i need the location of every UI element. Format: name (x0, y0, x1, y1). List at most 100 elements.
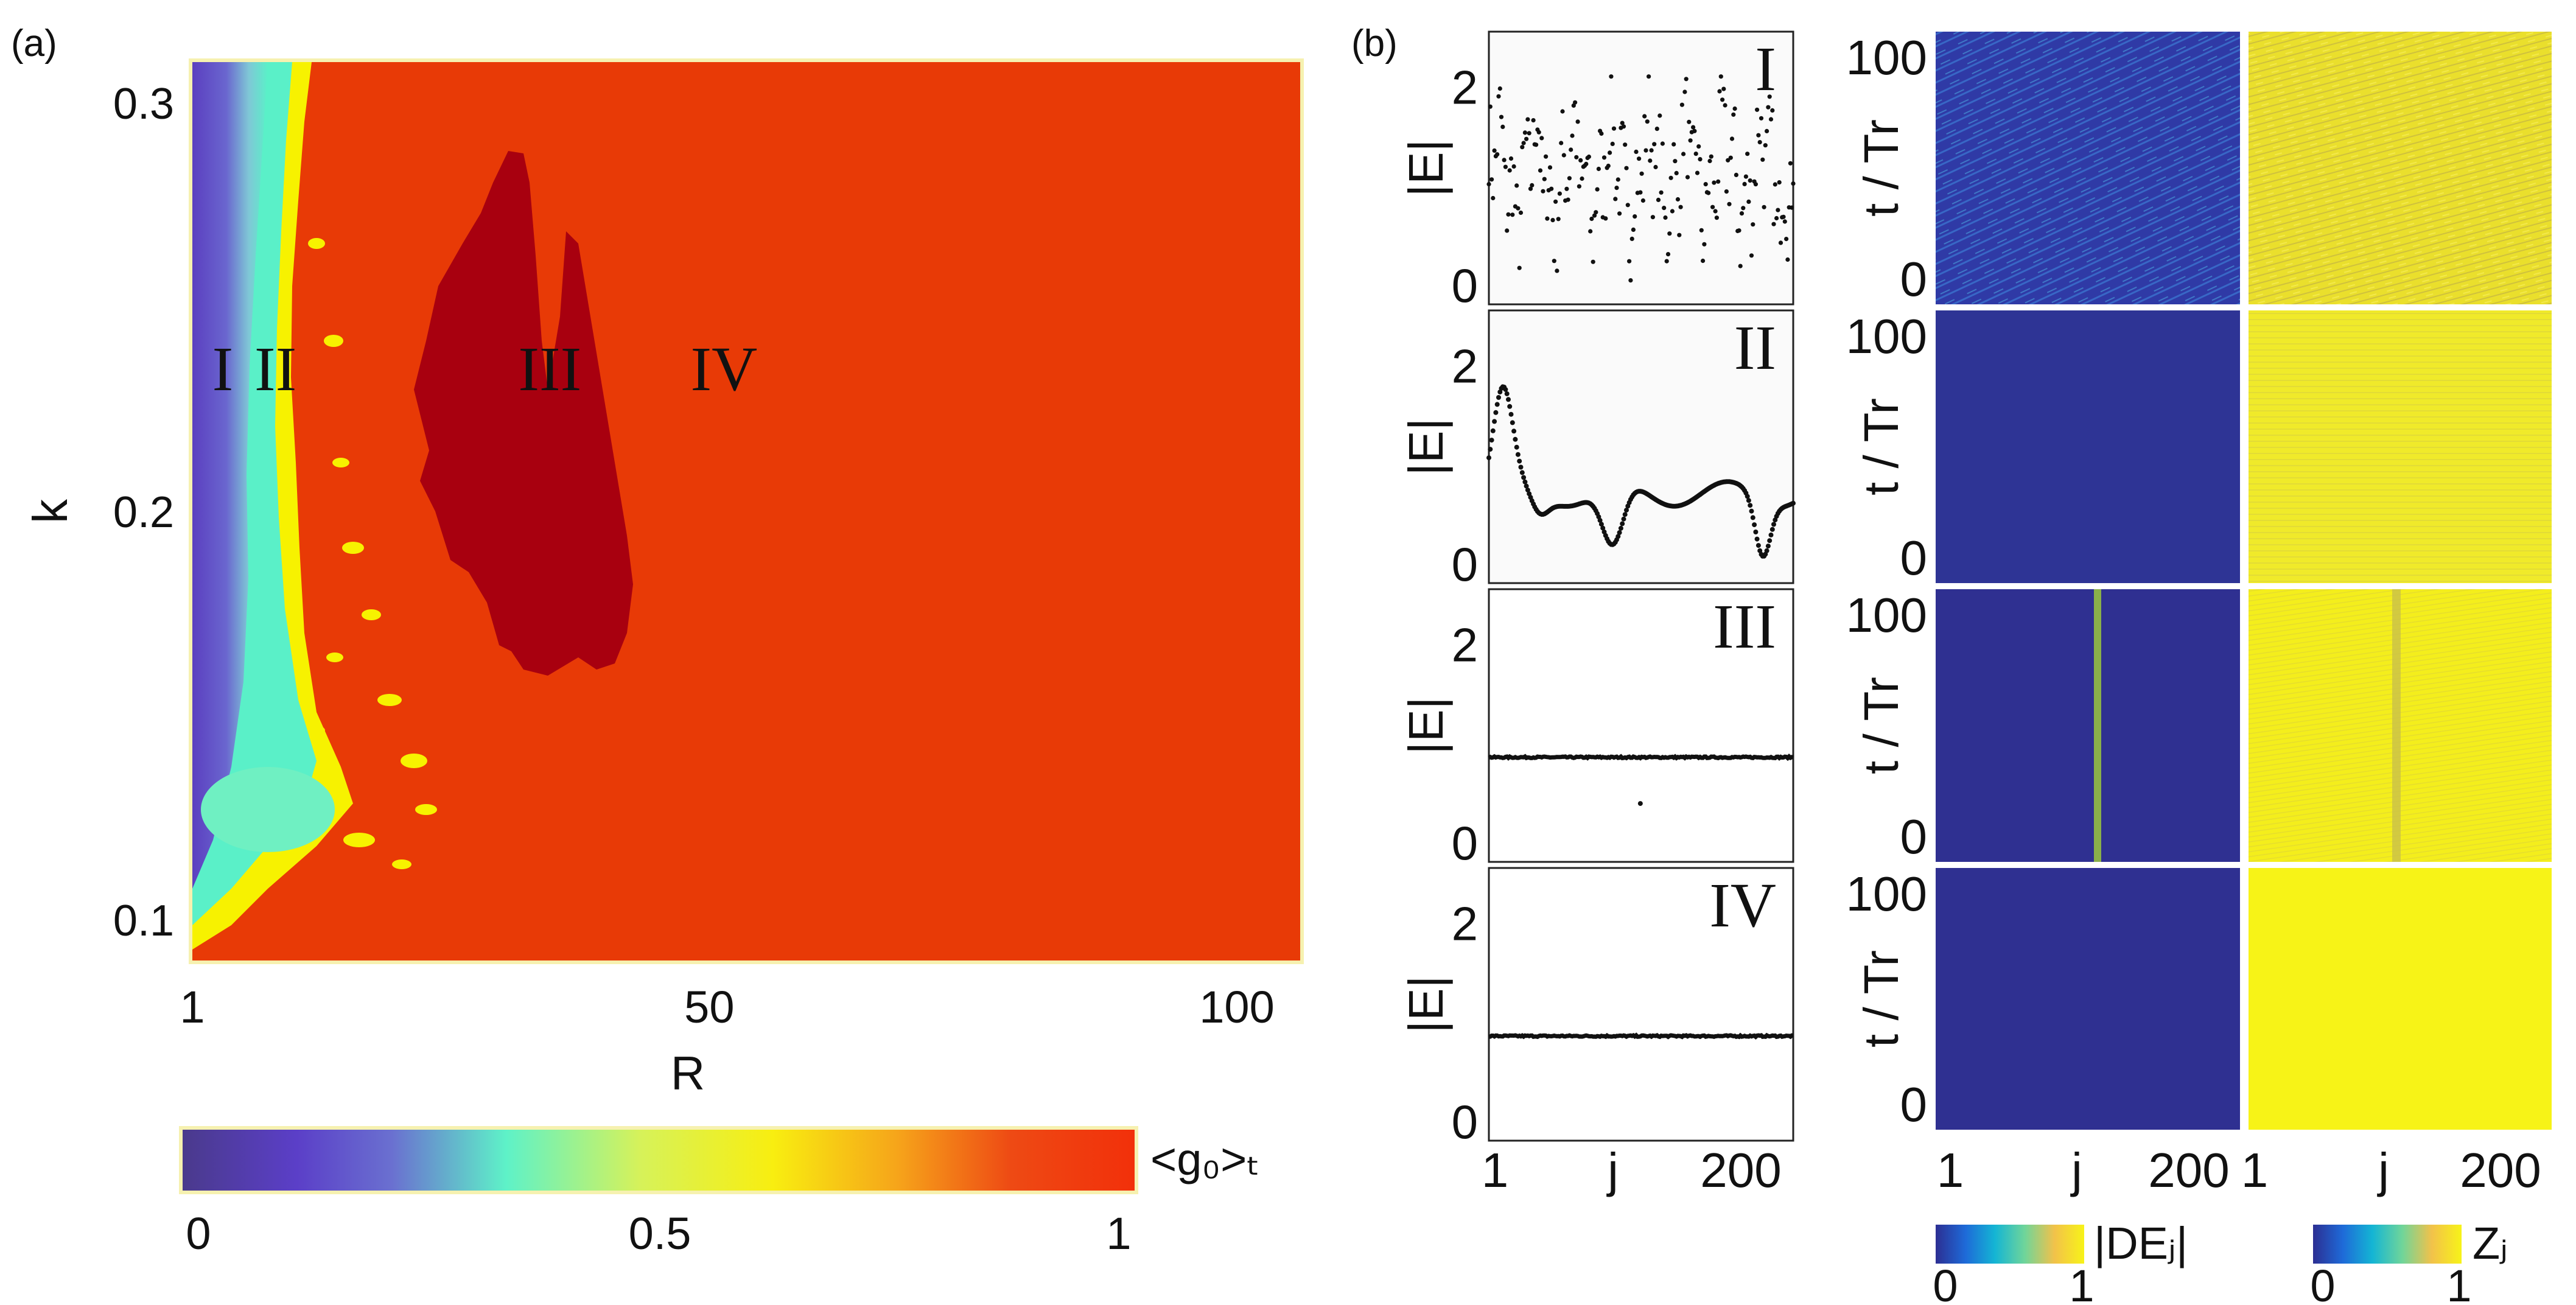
profile-data-point (1732, 106, 1737, 111)
profile-data-point (1555, 268, 1559, 273)
profile-data-point (1511, 164, 1516, 169)
y-tick-label: 2 (1452, 618, 1478, 672)
profile-data-point (1574, 155, 1579, 159)
profile-data-point (1608, 150, 1612, 155)
x-tick-label: j (1606, 1143, 1619, 1197)
profile-data-point (1592, 213, 1597, 218)
profile-data-point (1702, 242, 1707, 247)
profile-data-point (1706, 191, 1711, 195)
profile-data-point (1603, 216, 1608, 221)
profile-subplots: I |E| 2 0 II |E| 2 0 III |E| 2 0 IV |E| 2 0 (1399, 30, 1796, 1149)
profile-data-point (1542, 177, 1547, 181)
profile-data-point (1600, 525, 1606, 531)
profile-data-point (1721, 86, 1726, 91)
colorbar-de-label: |DEⱼ| (2094, 1218, 2188, 1268)
profile-data-point (1770, 108, 1775, 113)
x-tick-label: 1 (2241, 1143, 2269, 1197)
profile-data-point (1784, 237, 1789, 242)
profile-data-point (1687, 119, 1692, 124)
profile-row-label: I (1755, 34, 1776, 104)
profile-data-point (1547, 165, 1553, 170)
profile-data-point (1569, 147, 1573, 152)
x-tick-label: 50 (684, 982, 734, 1032)
profile-data-point (1493, 410, 1499, 415)
profile-data-point (1778, 240, 1783, 245)
profile-data-point (1628, 278, 1633, 283)
profile-data-point (1524, 483, 1529, 489)
profile-data-point (1638, 190, 1643, 195)
profile-data-point (1561, 153, 1566, 158)
y-axis-label: |E| (1399, 976, 1453, 1034)
profile-data-point (1749, 508, 1754, 514)
profile-data-point (1656, 197, 1661, 202)
profile-data-point (1507, 168, 1512, 173)
profile-data-point (1606, 163, 1611, 169)
region-ii-scattered-islands (308, 238, 437, 869)
profile-x-axis: 1 j 200 (1482, 1143, 1782, 1197)
x-tick-label: 1 (180, 982, 205, 1032)
profile-data-point (1639, 171, 1644, 176)
profile-data-point (1659, 190, 1664, 195)
profile-data-point (1759, 116, 1764, 121)
profile-data-point (1695, 170, 1700, 175)
profile-data-point (1724, 189, 1729, 194)
profile-data-point (1777, 180, 1782, 185)
profile-data-point (1536, 130, 1541, 135)
profile-data-point (1618, 525, 1623, 531)
profile-data-point (1617, 530, 1622, 535)
y-tick-label: 0 (1452, 259, 1478, 312)
profile-data-point (1745, 494, 1750, 499)
profile-data-point (1510, 420, 1515, 425)
y-tick-label: 0.1 (113, 897, 174, 945)
profile-data-point (1723, 103, 1727, 108)
profile-data-point (1756, 133, 1761, 138)
profile-data-point (1492, 419, 1497, 424)
profile-data-point (1621, 124, 1626, 129)
profile-data-point (1769, 527, 1775, 532)
profile-data-point (1782, 219, 1787, 224)
profile-data-point (1663, 215, 1668, 220)
profile-data-point (1788, 161, 1793, 166)
profile-data-point (1791, 500, 1796, 506)
profile-data-point (1768, 532, 1774, 537)
colorbar-z-label: Zⱼ (2473, 1218, 2508, 1268)
profile-data-point (1517, 265, 1522, 270)
y-tick-label: 0.2 (113, 488, 174, 537)
profile-data-point (1573, 100, 1578, 105)
profile-data-point (1742, 181, 1747, 186)
colorbar-de-tick: 0 (1933, 1261, 1958, 1305)
profile-data-point (1500, 124, 1505, 129)
profile-data-point (1699, 228, 1704, 233)
de-map-row-iii-stripe (2094, 589, 2101, 862)
profile-data-point (1698, 157, 1703, 162)
profile-data-point (1670, 209, 1675, 214)
profile-data-point (1673, 159, 1678, 164)
profile-data-point (1716, 179, 1721, 184)
profile-data-point (1677, 233, 1682, 237)
profile-data-point (1664, 259, 1669, 264)
colorbar-a-tick: 0.5 (629, 1208, 691, 1259)
profile-data-point (1755, 543, 1761, 548)
profile-data-point (1679, 102, 1684, 107)
profile-data-point (1497, 86, 1502, 91)
profile-data-point (1591, 259, 1595, 264)
profile-data-point (1713, 209, 1718, 214)
de-map-row-iv (1936, 868, 2240, 1130)
profile-data-point (1660, 141, 1665, 146)
profile-data-point (1709, 154, 1713, 159)
profile-data-point (1624, 508, 1629, 513)
profile-data-point (1748, 503, 1753, 508)
profile-data-point (1494, 402, 1500, 407)
x-tick-label: 200 (2148, 1143, 2229, 1197)
heatmap-a-axes: 1 50 100 R 0.1 0.2 0.3 k (23, 80, 1275, 1100)
profile-data-point (1514, 183, 1519, 188)
profile-data-point (1757, 548, 1763, 553)
heatmap-a-region-labels: I II III IV (212, 334, 758, 404)
profile-data-point (1755, 107, 1760, 112)
profile-data-point (1611, 126, 1617, 131)
x-tick-label: 1 (1482, 1143, 1509, 1197)
profile-data-point (1625, 203, 1630, 208)
profile-data-point (1763, 143, 1768, 148)
profile-data-point (1703, 182, 1708, 187)
y-tick-label: 100 (1846, 588, 1927, 642)
